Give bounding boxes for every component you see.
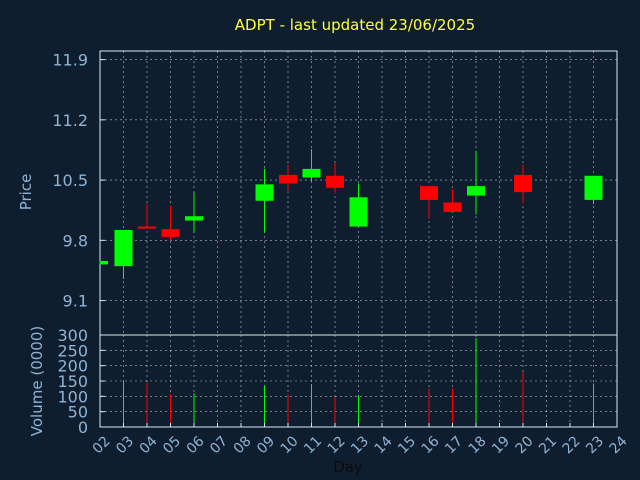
volume-tick-label: 250 [57, 341, 88, 360]
volume-tick-label: 150 [57, 372, 88, 391]
x-tick-label: 20 [513, 433, 537, 457]
volume-axis-label: Volume (0000) [28, 326, 46, 436]
candle-body [161, 229, 180, 237]
candle [420, 186, 438, 219]
price-tick-label: 10.5 [52, 171, 88, 190]
x-tick-label: 06 [184, 433, 208, 457]
candle-body [114, 230, 133, 267]
candle [114, 230, 133, 280]
x-tick-label: 15 [395, 433, 419, 457]
x-tick-label: 10 [278, 433, 302, 457]
x-tick-label: 08 [231, 433, 255, 457]
x-tick-label: 11 [301, 433, 325, 457]
x-tick-label: 16 [419, 433, 443, 457]
candlesticks [99, 149, 603, 280]
volume-tick-label: 50 [68, 403, 88, 422]
candle [255, 168, 274, 233]
price-panel: 9.1 9.8 10.5 11.2 11.9 [52, 50, 618, 336]
volume-tick-label: 0 [78, 418, 88, 437]
candle-body [185, 216, 203, 221]
chart-title: ADPT - last updated 23/06/2025 [235, 16, 475, 34]
volume-bars [123, 338, 594, 427]
x-tick-label: 18 [466, 433, 490, 457]
candle-body [255, 184, 274, 201]
candle [185, 193, 203, 233]
x-tick-label: 17 [442, 433, 466, 457]
candle [349, 183, 368, 227]
x-tick-label: 07 [207, 433, 231, 457]
candle [326, 162, 344, 193]
candle-body [138, 226, 156, 229]
candle-body [443, 202, 462, 212]
candle [443, 189, 462, 212]
x-tick-label: 02 [90, 433, 114, 457]
x-tick-label: 03 [113, 433, 137, 457]
volume-tick-label: 100 [57, 387, 88, 406]
x-tick-label: 09 [254, 433, 278, 457]
candle [99, 260, 108, 265]
x-axis: 02 03 04 05 06 07 08 09 10 11 12 13 14 15 16 17 18 19 20 21… [90, 423, 631, 457]
candle-body [100, 260, 108, 265]
candle-body [326, 175, 344, 188]
candle [138, 203, 156, 229]
x-tick-label: 24 [607, 433, 631, 457]
candle [302, 149, 321, 181]
candle [161, 205, 180, 241]
candle [514, 164, 532, 204]
candle-body [279, 174, 297, 184]
candle-body [584, 175, 603, 200]
price-tick-label: 9.8 [63, 231, 88, 250]
x-tick-label: 22 [560, 433, 584, 457]
x-tick-label: 19 [489, 433, 513, 457]
price-y-axis: 9.1 9.8 10.5 11.2 11.9 [52, 51, 105, 311]
candle-body [420, 186, 438, 200]
candle [584, 175, 603, 205]
candle-body [467, 186, 485, 196]
x-tick-label: 23 [583, 433, 607, 457]
candle [279, 164, 297, 191]
candle [467, 150, 485, 215]
price-tick-label: 11.9 [52, 51, 88, 70]
x-tick-label: 04 [137, 433, 161, 457]
volume-tick-label: 200 [57, 357, 88, 376]
candle-body [349, 197, 368, 227]
x-tick-label: 12 [325, 433, 349, 457]
x-tick-label: 21 [536, 433, 560, 457]
x-axis-label: Day [333, 458, 363, 476]
price-axis-label: Price [17, 174, 35, 211]
x-tick-label: 14 [372, 433, 396, 457]
price-tick-label: 9.1 [63, 292, 88, 311]
candle-body [514, 174, 532, 193]
candle-body [302, 168, 321, 178]
x-tick-label: 13 [348, 433, 372, 457]
price-tick-label: 11.2 [52, 111, 88, 130]
x-tick-label: 05 [160, 433, 184, 457]
volume-tick-label: 300 [57, 326, 88, 345]
